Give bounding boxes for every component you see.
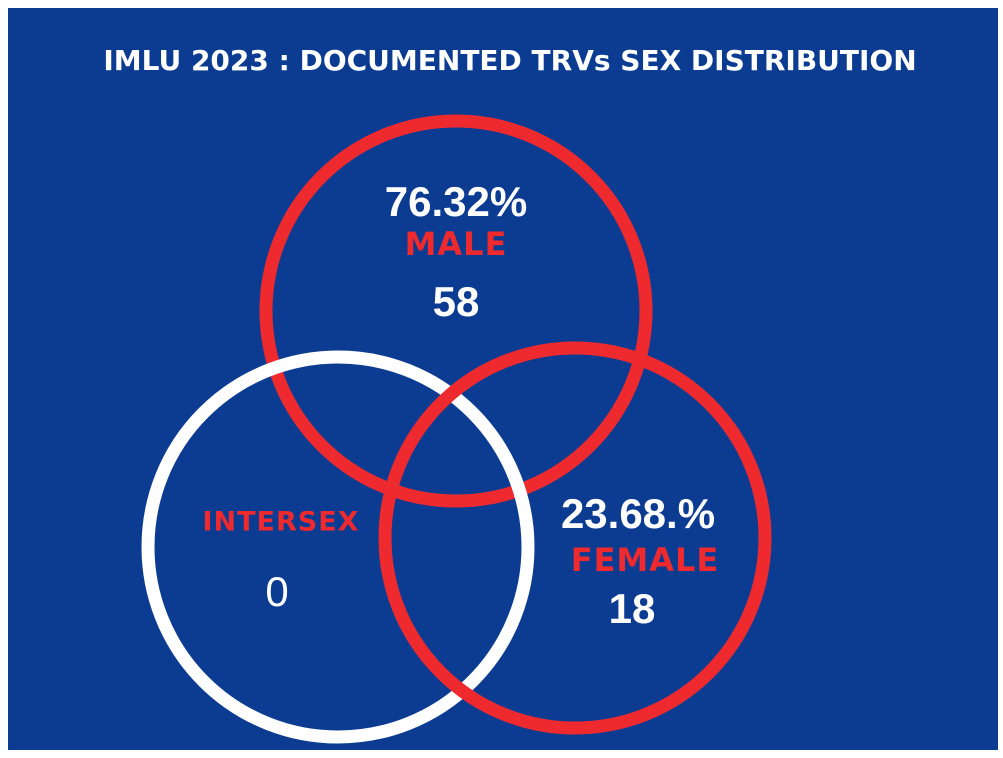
female-count: 18: [609, 585, 656, 632]
male-percent: 76.32%: [385, 178, 527, 225]
male-count: 58: [433, 278, 480, 325]
intersex-circle: [141, 350, 535, 744]
intersex-count: 0: [265, 568, 288, 615]
title: IMLU 2023 : DOCUMENTED TRVs SEX DISTRIBU…: [103, 44, 916, 77]
female-circle: [378, 341, 772, 735]
female-label: FEMALE: [571, 541, 720, 579]
intersex-label: INTERSEX: [202, 507, 359, 538]
male-circle: [259, 114, 653, 508]
female-percent: 23.68.%: [561, 490, 715, 537]
male-label: MALE: [405, 225, 508, 263]
